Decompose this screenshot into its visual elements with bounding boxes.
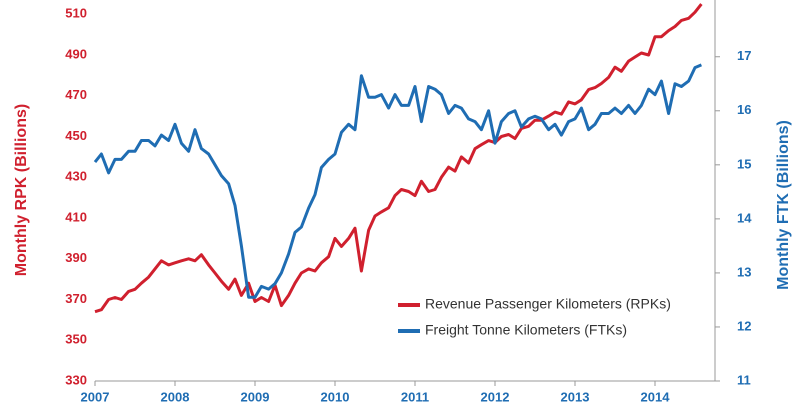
x-tick-label: 2012 — [481, 389, 510, 404]
y-tick-label: 450 — [65, 128, 87, 143]
y2-tick-label: 14 — [737, 210, 752, 225]
legend-label: Revenue Passenger Kilometers (RPKs) — [425, 296, 671, 312]
y-tick-label: 370 — [65, 291, 87, 306]
y-tick-label: 470 — [65, 87, 87, 102]
legend-label: Freight Tonne Kilometers (FTKs) — [425, 322, 627, 338]
y-tick-label: 510 — [65, 6, 87, 21]
y-axis-label: Monthly RPK (Billions) — [13, 104, 30, 276]
y-tick-label: 330 — [65, 372, 87, 387]
y2-tick-label: 13 — [737, 264, 751, 279]
y-tick-label: 390 — [65, 250, 87, 265]
series-line — [93, 63, 702, 299]
x-tick-label: 2014 — [641, 389, 671, 404]
y-tick-label: 350 — [65, 332, 87, 347]
y2-tick-label: 11 — [737, 372, 751, 387]
x-tick-label: 2008 — [161, 389, 190, 404]
y2-tick-label: 12 — [737, 318, 751, 333]
x-tick-label: 2011 — [401, 389, 429, 404]
x-tick-label: 2007 — [81, 389, 110, 404]
y-tick-label: 430 — [65, 169, 87, 184]
y-tick-label: 490 — [65, 46, 87, 61]
x-tick-label: 2009 — [241, 389, 270, 404]
y2-tick-label: 17 — [737, 48, 751, 63]
x-tick-label: 2013 — [561, 389, 590, 404]
y-tick-label: 410 — [65, 209, 87, 224]
series-line — [94, 3, 703, 314]
y2-tick-label: 15 — [737, 156, 751, 171]
x-tick-label: 2010 — [321, 389, 350, 404]
y2-axis-label: Monthly FTK (Billions) — [775, 120, 792, 290]
y2-tick-label: 16 — [737, 102, 751, 117]
